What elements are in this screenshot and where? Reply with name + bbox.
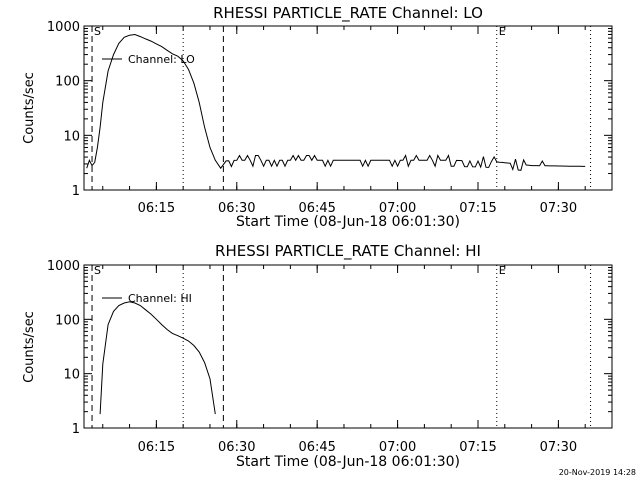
y-tick-label: 1000 [47, 20, 80, 35]
x-axis-label-lo: Start Time (08-Jun-18 06:01:30) [236, 214, 460, 230]
x-axis-label-hi: Start Time (08-Jun-18 06:01:30) [236, 454, 460, 470]
annotation-label: S [94, 25, 101, 38]
chart-title-lo: RHESSI PARTICLE_RATE Channel: LO [213, 4, 483, 23]
x-tick-label: 07:15 [459, 440, 496, 455]
plot-layers: 1 10 100 1000 06:15 06:30 06:45 07:00 07:15 07:30… [47, 20, 613, 455]
x-tick-label: 07:30 [540, 201, 577, 216]
annotation-label: S [94, 264, 101, 277]
y-tick-label: 1000 [47, 259, 80, 274]
x-tick-label: 07:15 [459, 201, 496, 216]
x-tick-label: 06:30 [218, 201, 255, 216]
series-line [86, 33, 586, 171]
x-tick-label: 06:15 [138, 201, 175, 216]
x-tick-label: 06:45 [298, 201, 335, 216]
y-axis-label-hi: Counts/sec [22, 311, 37, 383]
x-tick-label: 06:15 [138, 440, 175, 455]
x-tick-label: 07:00 [379, 440, 416, 455]
x-tick-label: 07:30 [540, 440, 577, 455]
footer-timestamp: 20-Nov-2019 14:28 [559, 468, 636, 477]
y-tick-label: 1 [72, 422, 80, 437]
y-tick-label: 1 [72, 184, 80, 199]
x-tick-label: 06:45 [298, 440, 335, 455]
y-tick-label: 100 [55, 313, 80, 328]
y-tick-label: 10 [63, 129, 80, 144]
annotation-label: E [499, 264, 506, 277]
y-axis-label-lo: Counts/sec [22, 72, 37, 144]
y-tick-label: 10 [63, 368, 80, 383]
plot-frame [83, 264, 613, 429]
plot-frame [83, 25, 613, 191]
x-tick-label: 07:00 [379, 201, 416, 216]
chart-title-hi: RHESSI PARTICLE_RATE Channel: HI [215, 242, 481, 261]
annotation-label: E [499, 25, 506, 38]
series-line [99, 301, 216, 415]
y-tick-label: 100 [55, 75, 80, 90]
legend-label-hi: Channel: HI [128, 292, 192, 305]
x-tick-label: 06:30 [218, 440, 255, 455]
